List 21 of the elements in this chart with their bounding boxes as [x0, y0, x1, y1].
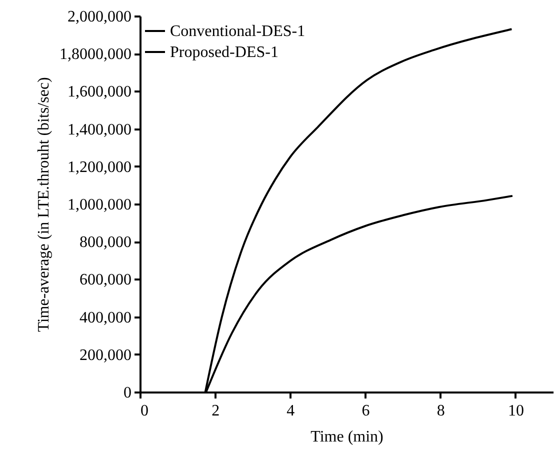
y-tick-label: 1,000,000 [68, 196, 132, 214]
y-tick-label: 2,000,000 [68, 8, 132, 26]
y-tick-label: 400,000 [80, 309, 132, 326]
x-tick-label: 10 [508, 402, 524, 420]
y-tick-label: 1,200,000 [68, 158, 132, 176]
y-tick-label: 800,000 [80, 234, 132, 252]
x-tick-label: 0 [140, 402, 148, 420]
y-tick-label: 1,400,000 [68, 121, 132, 138]
legend-label: Conventional-DES-1 [170, 23, 306, 40]
y-axis-title: Time-average (in LTE.throuht (bits/sec) [36, 77, 52, 332]
y-tick-label: 600,000 [80, 272, 132, 289]
x-tick-label: 8 [436, 402, 445, 420]
y-tick-label: 1,600,000 [68, 84, 132, 101]
x-tick-label: 2 [212, 402, 220, 420]
y-tick-label: 200,000 [80, 346, 132, 364]
legend-label: Proposed-DES-1 [170, 44, 278, 61]
x-axis-title: Time (min) [310, 428, 384, 446]
x-tick-label: 4 [286, 402, 295, 420]
y-tick-label: 0 [124, 384, 132, 402]
x-tick-label: 6 [362, 402, 370, 420]
y-tick-label: 1,8000,000 [60, 46, 132, 64]
